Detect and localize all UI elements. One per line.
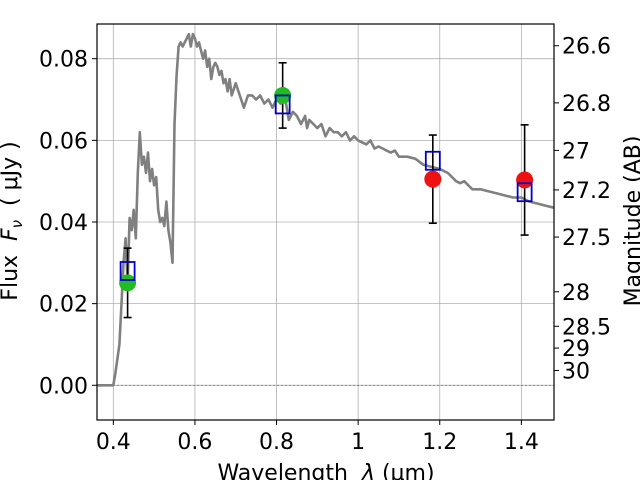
y-tick-label: 0.04 xyxy=(39,211,88,236)
y-tick-label: 0.00 xyxy=(39,374,88,399)
x-tick-label: 0.8 xyxy=(259,430,294,455)
magnitude-tick-label: 26.6 xyxy=(562,35,611,60)
magnitude-tick-label: 29 xyxy=(562,337,590,362)
y-tick-label: 0.02 xyxy=(39,293,88,318)
y-axis-ticks: 0.00 0.02 0.04 0.06 0.08 xyxy=(39,48,97,399)
model-photometry-point xyxy=(516,182,533,203)
observed-flux-point xyxy=(424,170,442,188)
magnitude-tick-label: 27.5 xyxy=(562,226,611,251)
x-axis-ticks: 0.4 0.6 0.8 1 1.2 1.4 xyxy=(96,420,539,455)
model-photometry-group xyxy=(119,94,533,281)
magnitude-tick-label: 27.2 xyxy=(562,179,611,204)
y-axis-label: Flux Fν ( μJy ) xyxy=(0,141,26,300)
model-photometry-point xyxy=(119,261,136,281)
magnitude-axis-label: Magnitude (AB) xyxy=(621,136,640,307)
observed-flux-point xyxy=(516,171,534,189)
sed-curve-group xyxy=(97,32,555,387)
model-photometry-point xyxy=(274,94,291,115)
x-axis-label: Wavelength λ (μm) xyxy=(217,461,434,480)
magnitude-tick-label: 28.5 xyxy=(562,315,611,340)
model-photometry-point xyxy=(424,150,441,171)
magnitude-tick-label: 26.8 xyxy=(562,92,611,117)
x-tick-label: 1 xyxy=(351,430,365,455)
magnitude-tick-label: 30 xyxy=(562,359,590,384)
x-tick-label: 0.4 xyxy=(96,430,131,455)
x-tick-label: 1.4 xyxy=(504,430,539,455)
observed-points-group xyxy=(119,61,534,319)
magnitude-tick-label: 28 xyxy=(562,281,590,306)
y-tick-label: 0.06 xyxy=(39,129,88,154)
observed-flux-point xyxy=(119,274,137,292)
x-tick-label: 0.6 xyxy=(177,430,212,455)
magnitude-tick-label: 27 xyxy=(562,139,590,164)
sed-model-curve xyxy=(97,32,555,387)
y-tick-label: 0.08 xyxy=(39,48,88,73)
x-tick-label: 1.2 xyxy=(422,430,457,455)
